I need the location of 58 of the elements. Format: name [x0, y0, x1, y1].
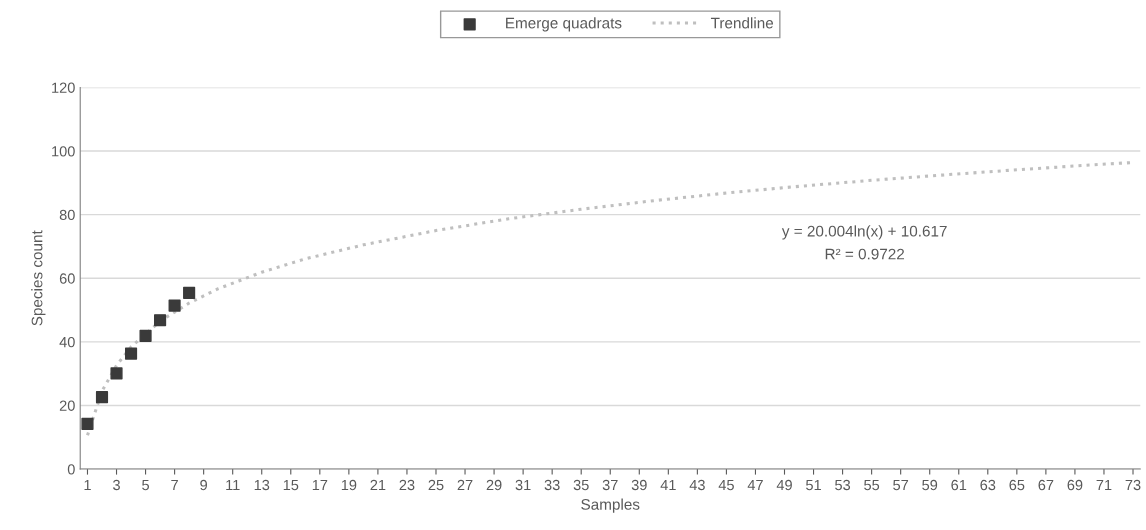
y-tick-label: 60	[59, 273, 75, 284]
y-tick-label: 0	[67, 464, 75, 475]
y-tick-label: 80	[59, 209, 75, 221]
x-tick-label: 35	[573, 479, 589, 491]
y-tick-label: 20	[59, 400, 75, 411]
x-tick-label: 23	[399, 479, 415, 491]
x-tick-label: 1	[84, 480, 91, 491]
y-tick-label: 100	[52, 146, 75, 157]
x-tick-label: 41	[660, 480, 676, 491]
point	[95, 391, 109, 404]
x-tick-label: 47	[747, 480, 763, 491]
x-tick-label: 63	[980, 479, 996, 491]
point	[81, 417, 94, 430]
point	[110, 367, 123, 380]
legend-label: Trendline	[710, 17, 774, 29]
x-tick-label: 71	[1096, 480, 1112, 491]
x-tick-label: 67	[1038, 479, 1054, 491]
x-tick-label: 7	[171, 480, 178, 491]
x-tick-label: 43	[689, 479, 705, 491]
x-tick-label: 57	[893, 480, 909, 491]
x-tick-label: 15	[283, 480, 299, 491]
point	[139, 329, 152, 342]
x-tick-label: 65	[1009, 479, 1025, 491]
x-tick-label: 53	[835, 479, 851, 491]
x-tick-label: 39	[631, 479, 647, 491]
x-tick-label: 29	[486, 479, 502, 491]
x-tick-label: 5	[142, 480, 150, 491]
x-tick-label: 69	[1067, 479, 1083, 491]
point	[183, 286, 196, 299]
y-axis-title: Species count	[31, 230, 46, 326]
point	[124, 347, 138, 360]
x-tick-label: 25	[428, 479, 444, 491]
x-tick-label: 51	[806, 480, 821, 491]
x-tick-label: 33	[544, 479, 560, 491]
x-tick-label: 61	[951, 479, 967, 491]
y-tick-label: 120	[52, 82, 75, 93]
legend-label: Emerge quadrats	[506, 17, 622, 32]
x-tick-label: 31	[515, 479, 531, 491]
point	[168, 299, 181, 312]
x-tick-label: 13	[254, 479, 270, 491]
x-axis-title: Samples	[581, 498, 640, 513]
point	[154, 314, 167, 327]
x-tick-label: 45	[718, 480, 734, 491]
x-tick-label: 3	[113, 479, 120, 491]
annotation: y = 20.004ln(x) + 10.617	[781, 225, 947, 240]
x-tick-label: 21	[370, 479, 386, 491]
x-tick-label: 27	[457, 479, 473, 491]
x-tick-label: 11	[226, 480, 240, 491]
y-tick-label: 40	[59, 336, 75, 348]
x-tick-label: 59	[922, 479, 938, 491]
x-tick-label: 73	[1125, 479, 1141, 491]
x-tick-label: 37	[602, 479, 618, 491]
x-tick-label: 55	[864, 480, 880, 491]
x-tick-label: 49	[776, 479, 792, 491]
x-tick-label: 17	[312, 480, 328, 491]
x-tick-label: 19	[341, 479, 357, 491]
x-tick-label: 9	[200, 479, 208, 491]
annotation: R² = 0.9722	[825, 248, 905, 260]
